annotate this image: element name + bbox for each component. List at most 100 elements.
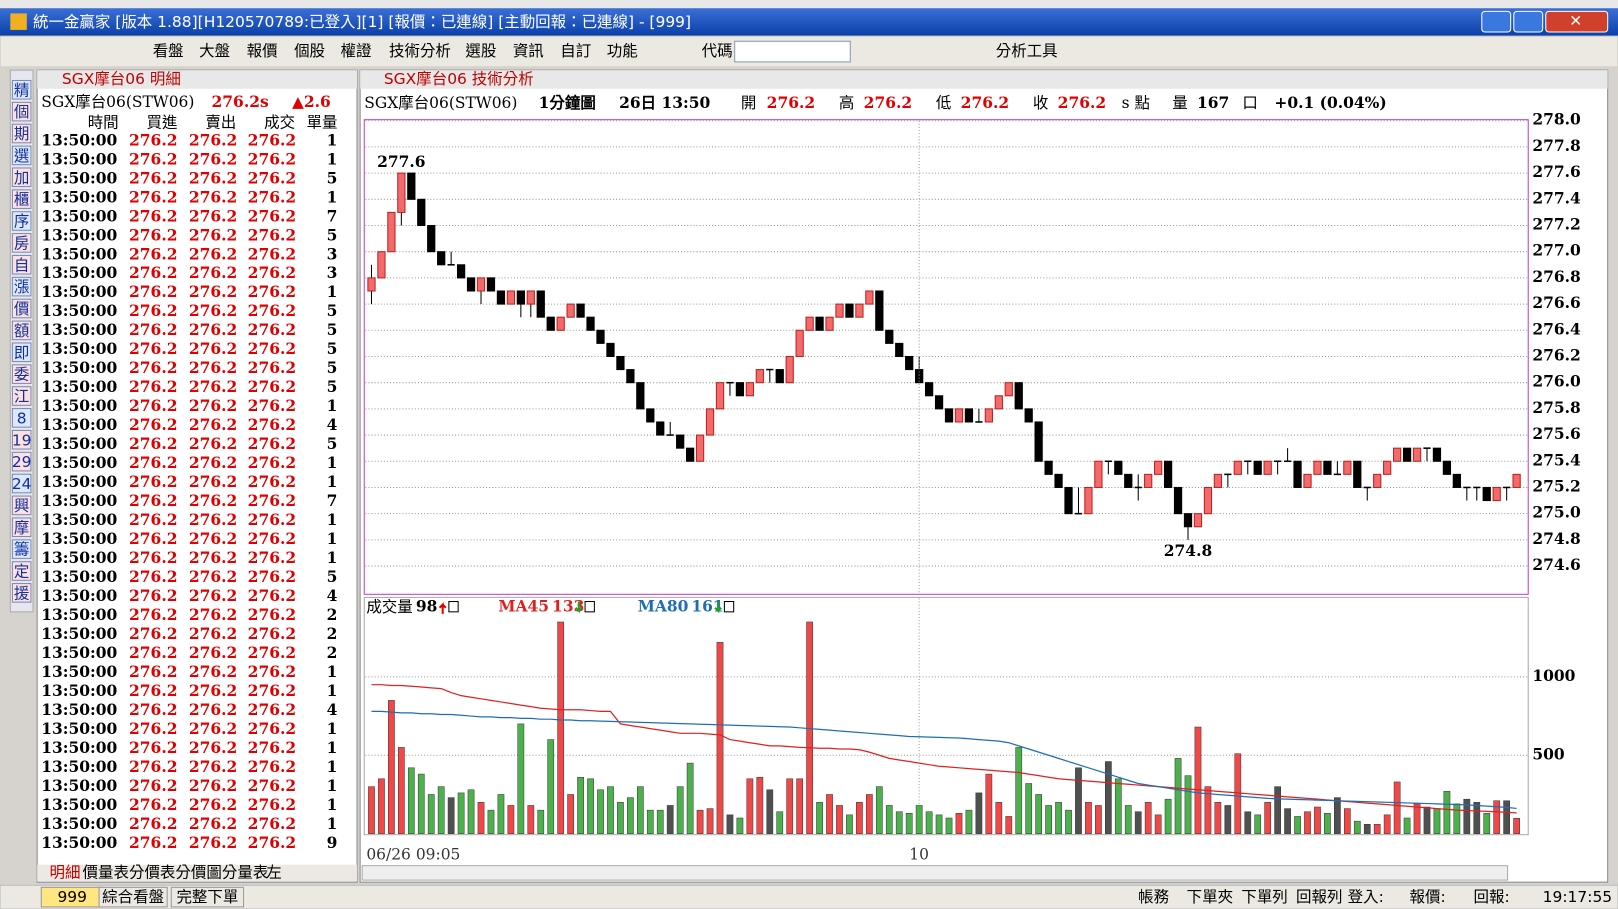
tick-cell: 1 [327,795,338,814]
sidebar-button[interactable] [11,233,32,253]
taskbar-tab[interactable] [98,886,168,908]
y-tick-label: 275.8 [1532,398,1580,417]
sidebar-button[interactable] [11,298,32,319]
menu-item[interactable]: 看盤 [153,42,184,60]
maximize-button[interactable] [1513,10,1544,33]
ticks-tab-item[interactable]: 明細 [50,863,81,881]
tick-cell: 276.2 [129,434,177,453]
menu-item[interactable]: 功能 [607,42,638,60]
sidebar-button[interactable] [11,583,32,603]
sidebar-button[interactable] [11,539,32,559]
sidebar-button[interactable] [11,254,32,275]
column-header: 賣出 [205,113,236,131]
status-item[interactable]: 下單列 [1241,888,1287,906]
candle-body [367,277,376,292]
sidebar-button[interactable] [11,320,32,341]
volume-bar [1224,805,1232,834]
tick-cell: 276.2 [248,643,296,662]
ticks-tab-item[interactable]: 分價表 [129,863,175,881]
tick-cell: 4 [327,415,338,434]
candle-body [576,303,585,318]
status-item[interactable]: 登入: [1348,888,1384,906]
sidebar-button[interactable] [11,123,32,144]
tick-cell: 276.2 [189,662,237,681]
tick-cell: 276.2 [248,130,296,149]
candle-body [1323,460,1332,475]
sidebar-button[interactable] [11,386,32,406]
ticks-tab[interactable]: SGX摩台06 明細 [62,70,181,88]
sidebar-button[interactable] [11,473,32,494]
menu-item[interactable]: 報價 [247,42,278,60]
sidebar-button[interactable] [11,145,32,166]
status-item[interactable]: 下單夾 [1187,888,1233,906]
volume-bar [1204,786,1212,834]
sidebar-button[interactable] [11,495,32,516]
chart-tab[interactable]: SGX摩台06 技術分析 [384,70,534,88]
sidebar-button[interactable] [11,167,32,188]
menu-item[interactable]: 個股 [294,42,325,60]
chart-tabbar [360,70,1608,89]
sidebar-label: 援 [14,584,29,602]
menu-item[interactable]: 資訊 [513,42,544,60]
volume-bar [1085,802,1092,834]
sidebar-button[interactable] [11,189,32,209]
sidebar-button[interactable] [11,211,32,231]
status-item[interactable]: 帳務 [1138,888,1169,906]
taskbar-tab[interactable] [170,886,245,908]
menu-item[interactable]: 技術分析 [389,42,451,60]
menu-item[interactable]: 大盤 [199,42,230,60]
tick-cell: 276.2 [189,168,237,187]
tools-label[interactable]: 分析工具 [996,42,1058,60]
volume-bar [437,786,445,834]
ticks-tab-item[interactable]: 分價圖 [175,863,221,881]
ticks-tab-item[interactable]: 分量表 [222,863,268,881]
candle-body [805,316,814,331]
candle-body [944,408,954,423]
close-button[interactable] [1545,10,1609,33]
sidebar-button[interactable] [11,364,32,384]
legend-box[interactable] [448,601,459,613]
menu-item[interactable]: 權證 [341,42,372,60]
candle-body [1144,473,1153,488]
legend-box[interactable] [584,601,595,613]
minimize-button[interactable] [1481,10,1512,33]
scrollbar[interactable] [361,865,1509,881]
candle-body [456,264,466,279]
menu-item[interactable]: 選股 [465,42,496,60]
tick-cell: 276.2 [248,681,296,700]
candle-body [397,172,406,213]
tick-cell: 276.2 [129,795,177,814]
sidebar-button[interactable] [11,451,32,472]
sidebar-button[interactable] [11,101,32,122]
ticks-tab-item[interactable]: 左 [266,863,281,881]
sidebar-button[interactable] [11,408,32,428]
sidebar-button[interactable] [11,276,32,297]
status-item[interactable]: 回報列 [1296,888,1342,906]
tick-cell: 13:50:00 [41,681,117,700]
volume-bar [1513,818,1520,834]
menu-item[interactable]: 自訂 [560,42,591,60]
legend-box[interactable] [723,601,735,613]
sidebar-label: 漲 [14,278,30,296]
legend-value: 133 [552,597,584,616]
volume-bar [1025,783,1033,834]
sidebar-button[interactable] [11,429,32,450]
volume-bar [467,789,475,834]
tick-cell: 276.2 [189,776,237,795]
tick-cell: 276.2 [189,605,237,624]
candle-body [685,447,695,462]
sidebar-button[interactable] [11,517,32,538]
candle-body [845,303,854,318]
ticks-tab-item[interactable]: 價量表 [83,863,129,881]
status-item[interactable]: 回報: [1474,888,1510,906]
y-tick-label: 275.0 [1532,503,1581,522]
code-input[interactable] [734,40,851,63]
tick-cell: 276.2 [129,510,177,529]
candle-body [865,290,874,305]
tick-cell: 13:50:00 [41,377,117,396]
tick-cell: 5 [327,339,338,358]
sidebar-button[interactable] [11,342,32,363]
status-item[interactable]: 報價: [1410,888,1446,906]
sidebar-button[interactable] [11,561,32,581]
sidebar-button[interactable] [11,79,32,100]
